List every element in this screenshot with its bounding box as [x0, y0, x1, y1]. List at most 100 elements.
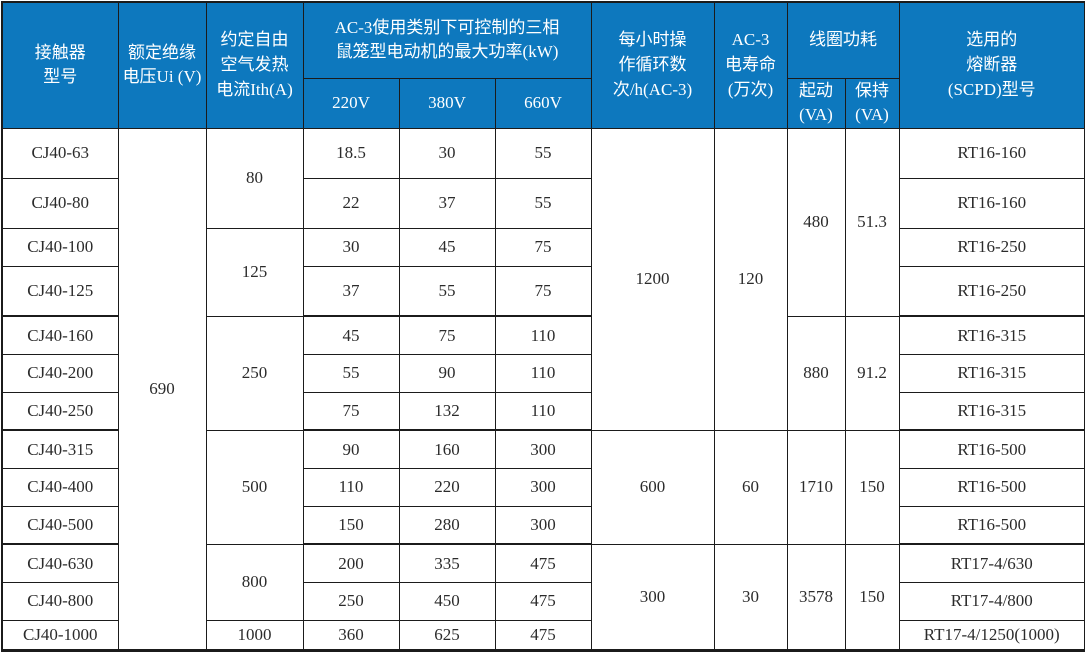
cell-p380: 37: [398, 177, 496, 229]
cell-life: 120: [713, 127, 788, 431]
cell-fuse: RT16-315: [898, 391, 1085, 432]
col-header-hold-va: 保持 (VA): [844, 77, 900, 129]
cell-p660: 475: [494, 619, 592, 651]
cell-p220: 150: [302, 505, 400, 546]
table-row: CJ40-800 250 450 475 RT17-4/800: [1, 581, 1085, 621]
cell-fuse: RT16-315: [898, 353, 1085, 393]
cell-model: CJ40-1000: [1, 619, 119, 651]
col-header-power: AC-3使用类别下可控制的三相 鼠笼型电动机的最大功率(kW): [302, 1, 592, 79]
cell-p220: 37: [302, 265, 400, 318]
table-row: CJ40-200 55 90 110 RT16-315: [1, 353, 1085, 393]
cell-model: CJ40-500: [1, 505, 119, 546]
cell-fuse: RT16-500: [898, 429, 1085, 469]
header-row-main: 接触器 型号 额定绝缘 电压Ui (V) 约定自由 空气发热 电流Ith(A) …: [1, 1, 1085, 129]
table-row: CJ40-80 22 37 55 RT16-160: [1, 177, 1085, 229]
cell-start-va: 480: [786, 127, 846, 317]
col-header-ui: 额定绝缘 电压Ui (V): [117, 1, 207, 129]
cell-fuse: RT17-4/630: [898, 543, 1085, 583]
cell-cycles: 1200: [590, 127, 715, 431]
cell-fuse: RT16-250: [898, 227, 1085, 267]
col-header-ith: 约定自由 空气发热 电流Ith(A): [205, 1, 304, 129]
cell-p220: 110: [302, 467, 400, 507]
cell-p380: 75: [398, 315, 496, 355]
cell-ui: 690: [117, 127, 207, 651]
header-row-sub: 220V 380V 660V 起动 (VA) 保持 (VA): [2, 77, 1085, 129]
col-header-cycles: 每小时操 作循环数 次/h(AC-3): [590, 1, 715, 129]
cell-p660: 300: [494, 467, 592, 507]
cell-p380: 625: [398, 619, 496, 651]
table-row: CJ40-500 150 280 300 RT16-500: [1, 505, 1085, 546]
cell-p220: 360: [302, 619, 400, 651]
table-row: CJ40-125 37 55 75 RT16-250: [1, 265, 1085, 318]
col-header-220v: 220V: [302, 77, 400, 129]
cell-model: CJ40-63: [1, 127, 119, 179]
cell-p380: 90: [398, 353, 496, 393]
cell-p380: 30: [398, 127, 496, 179]
cell-model: CJ40-100: [1, 227, 119, 267]
cell-p380: 335: [398, 543, 496, 583]
table-body: CJ40-63 690 80 18.5 30 55 1200 120 480 5…: [1, 127, 1085, 651]
cell-p220: 200: [302, 543, 400, 583]
cell-ith: 80: [205, 127, 304, 229]
cell-ith: 500: [205, 429, 304, 545]
cell-hold-va: 150: [844, 429, 900, 545]
cell-fuse: RT17-4/800: [898, 581, 1085, 621]
col-header-coil: 线圈功耗: [786, 1, 900, 79]
table-header: 接触器 型号 额定绝缘 电压Ui (V) 约定自由 空气发热 电流Ith(A) …: [1, 1, 1085, 129]
cell-p220: 75: [302, 391, 400, 432]
table-row: CJ40-315 500 90 160 300 600 60 1710 150 …: [1, 429, 1085, 545]
cell-model: CJ40-125: [1, 265, 119, 318]
cell-p660: 300: [494, 429, 592, 469]
cell-start-va: 3578: [786, 543, 846, 651]
cell-p380: 45: [398, 227, 496, 267]
cell-hold-va: 91.2: [844, 315, 900, 431]
cell-p660: 110: [494, 353, 592, 393]
col-header-380v: 380V: [398, 77, 496, 129]
table-row: CJ40-400 110 220 300 RT16-500: [1, 467, 1085, 507]
cell-p660: 75: [494, 227, 592, 267]
cell-model: CJ40-80: [1, 177, 119, 229]
cell-hold-va: 150: [844, 543, 900, 651]
cell-model: CJ40-800: [1, 581, 119, 621]
cell-p220: 18.5: [302, 127, 400, 179]
cell-fuse: RT16-250: [898, 265, 1085, 318]
cell-ith: 250: [205, 315, 304, 431]
table-row: CJ40-160 250 45 75 110 880 91.2 RT16-315: [1, 315, 1085, 431]
col-header-fuse: 选用的 熔断器 (SCPD)型号: [898, 1, 1085, 129]
cell-ith: 800: [205, 543, 304, 621]
cell-life: 60: [713, 429, 788, 545]
cell-cycles: 600: [590, 429, 715, 545]
cell-ith: 1000: [205, 619, 304, 651]
cell-p380: 55: [398, 265, 496, 318]
col-header-660v: 660V: [494, 77, 592, 129]
cell-p380: 450: [398, 581, 496, 621]
col-header-life: AC-3 电寿命 (万次): [713, 1, 788, 129]
cell-fuse: RT16-315: [898, 315, 1085, 355]
table-row: CJ40-250 75 132 110 RT16-315: [1, 391, 1085, 432]
cell-life: 30: [713, 543, 788, 651]
cell-p660: 475: [494, 581, 592, 621]
table-row: CJ40-100 125 30 45 75 RT16-250: [1, 227, 1085, 317]
cell-p220: 90: [302, 429, 400, 469]
cell-p660: 75: [494, 265, 592, 318]
cell-model: CJ40-315: [1, 429, 119, 469]
cell-model: CJ40-160: [1, 315, 119, 355]
cell-ith: 125: [205, 227, 304, 317]
cell-p660: 55: [494, 127, 592, 179]
cell-start-va: 1710: [786, 429, 846, 545]
cell-p380: 280: [398, 505, 496, 546]
table-row: CJ40-63 690 80 18.5 30 55 1200 120 480 5…: [1, 127, 1085, 651]
cell-model: CJ40-250: [1, 391, 119, 432]
cell-p660: 300: [494, 505, 592, 546]
cell-model: CJ40-630: [1, 543, 119, 583]
cell-model: CJ40-400: [1, 467, 119, 507]
cell-hold-va: 51.3: [844, 127, 900, 317]
cell-cycles: 300: [590, 543, 715, 651]
cell-p220: 55: [302, 353, 400, 393]
cell-p380: 160: [398, 429, 496, 469]
cell-model: CJ40-200: [1, 353, 119, 393]
cell-p380: 220: [398, 467, 496, 507]
cell-fuse: RT17-4/1250(1000): [898, 619, 1085, 651]
